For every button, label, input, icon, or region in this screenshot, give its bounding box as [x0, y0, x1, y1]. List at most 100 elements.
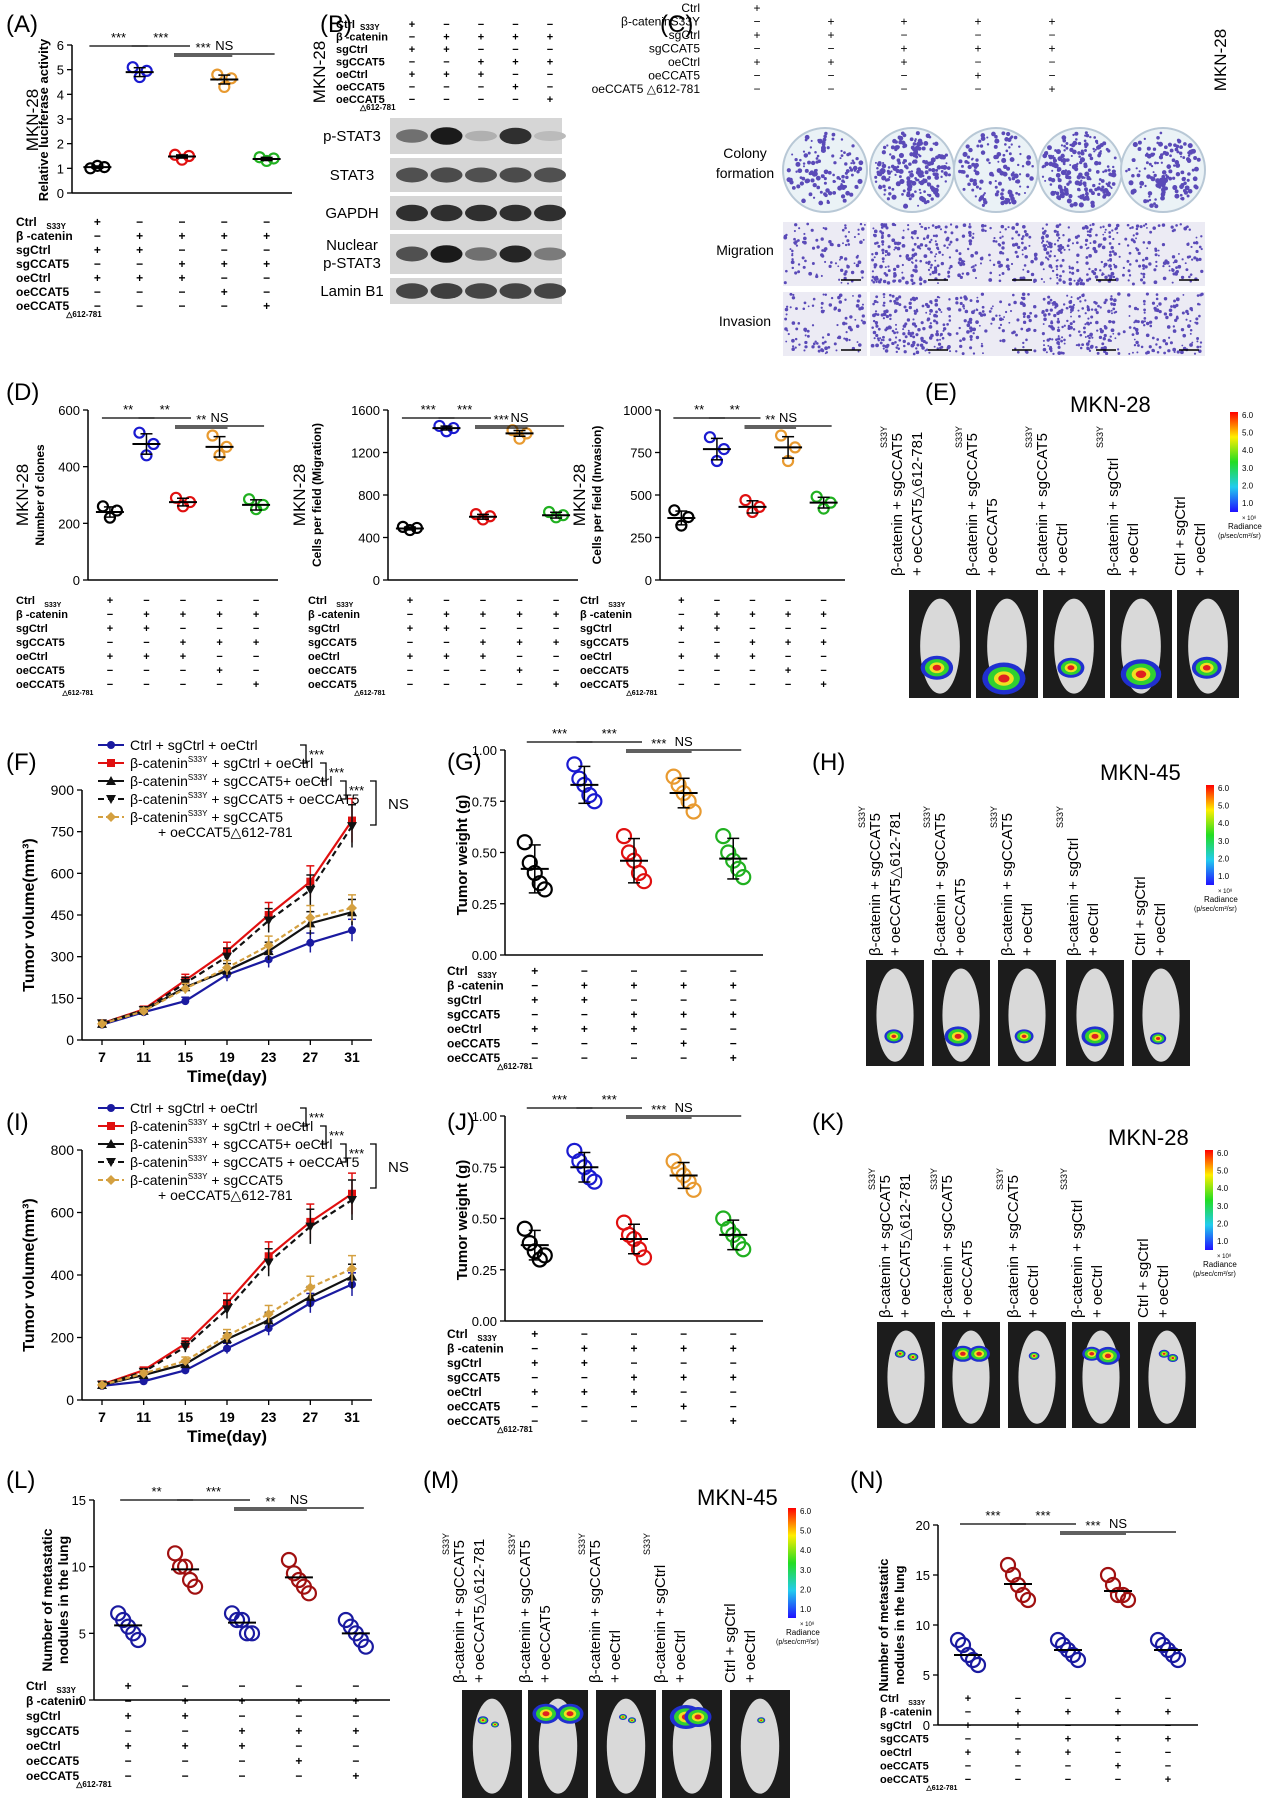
condition-sign: + [221, 257, 228, 271]
condition-sign: − [531, 1051, 538, 1065]
blot-sign: + [478, 57, 484, 69]
colony [1065, 158, 1069, 162]
colony [842, 198, 847, 203]
cell-dot [1110, 328, 1115, 333]
colony [982, 193, 985, 196]
imaging-group-label: β-catenin + sgCCAT5 [999, 813, 1016, 956]
colony [1160, 196, 1165, 201]
cell-dot [830, 261, 833, 264]
signal-red [976, 1351, 982, 1356]
cell-dot [881, 240, 885, 244]
colony [795, 161, 801, 167]
colony [799, 158, 802, 162]
cell-dot [1034, 256, 1038, 261]
condition-sign: + [253, 609, 259, 621]
condition-sign: + [785, 637, 791, 649]
cell-dot [978, 324, 981, 327]
condition-sign: + [749, 637, 755, 649]
colony [838, 177, 842, 181]
condition-label: Ctrl [26, 1679, 47, 1693]
colony [818, 200, 824, 206]
cell-dot [912, 298, 917, 302]
colony [944, 173, 948, 177]
panel-c-sign: − [1048, 69, 1055, 83]
cell-dot [1155, 297, 1159, 301]
colony [928, 168, 932, 172]
colony [1180, 170, 1185, 175]
cell-dot [1117, 332, 1121, 336]
condition-sign: − [263, 271, 270, 285]
colony [823, 181, 827, 185]
cell-dot [949, 350, 952, 353]
cell-dot [883, 296, 886, 299]
cell-dot [1081, 307, 1085, 310]
cell-dot [1079, 333, 1083, 337]
cell-dot [1028, 244, 1031, 247]
legend-label-2: + oeCCAT5△612-781 [158, 1187, 293, 1203]
cell-dot [803, 327, 808, 332]
cell-dot [824, 346, 828, 351]
colony [1152, 147, 1157, 151]
cell-dot [1061, 351, 1065, 355]
colony [1093, 150, 1096, 153]
cell-dot [984, 224, 987, 228]
cell-dot [914, 259, 918, 262]
panel-c-sign: + [974, 69, 981, 83]
colony [1049, 183, 1053, 186]
cell-dot [857, 228, 860, 231]
colony [855, 157, 859, 161]
marker [347, 1263, 357, 1274]
cell-dot [1001, 329, 1005, 333]
cell-dot [1058, 223, 1062, 226]
colony [1186, 194, 1190, 198]
y-tick-label: 5 [57, 63, 64, 78]
imaging-group-label: β-catenin + sgCCAT5 [867, 813, 884, 956]
legend-text: β-catenin [130, 1154, 188, 1170]
cell-dot [811, 262, 815, 265]
colony [961, 164, 964, 168]
colony [911, 193, 915, 197]
cell-dot [1066, 244, 1070, 248]
condition-sign: − [253, 595, 259, 607]
blot-band [499, 167, 532, 183]
cell-dot [1133, 326, 1136, 330]
cell-dot [892, 279, 896, 283]
condition-sign: + [714, 609, 720, 621]
imaging-group-label: β-catenin + sgCCAT5 [939, 1175, 956, 1318]
cell-dot [1041, 241, 1043, 244]
scale-tick: 4.0 [1217, 1184, 1229, 1193]
panel-d-cell: MKN-28 [290, 464, 309, 526]
scale-tick: 4.0 [1218, 819, 1230, 828]
cell-dot [784, 327, 788, 331]
mouse-body [887, 1330, 925, 1424]
cell-dot [882, 339, 885, 342]
cell-dot [939, 338, 942, 341]
colony [929, 147, 934, 152]
condition-sign: + [1165, 1734, 1171, 1746]
cell-dot [1128, 305, 1132, 308]
cell-dot [984, 329, 988, 333]
cell-dot [1168, 265, 1171, 268]
colony [1107, 168, 1111, 172]
cell-dot [789, 248, 792, 251]
cell-dot [824, 247, 828, 251]
condition-sign: + [136, 243, 143, 257]
condition-label: β -catenin [447, 1342, 504, 1356]
cell-dot [1175, 270, 1179, 274]
cell-dot [1055, 273, 1059, 277]
cell-dot [879, 264, 883, 269]
data-point [1169, 1651, 1187, 1669]
colony [857, 178, 863, 184]
colony [1178, 151, 1183, 156]
cell-dot [1007, 267, 1011, 271]
cell-dot [1142, 275, 1146, 279]
imaging-group-label: + oeCtrl [607, 1630, 624, 1683]
cell-dot [811, 246, 816, 250]
condition-sign: − [730, 1385, 737, 1399]
cell-dot [888, 338, 892, 342]
cell-dot [1195, 321, 1199, 325]
cell-dot [1056, 282, 1059, 285]
cell-dot [958, 326, 961, 330]
cell-dot [959, 339, 962, 343]
